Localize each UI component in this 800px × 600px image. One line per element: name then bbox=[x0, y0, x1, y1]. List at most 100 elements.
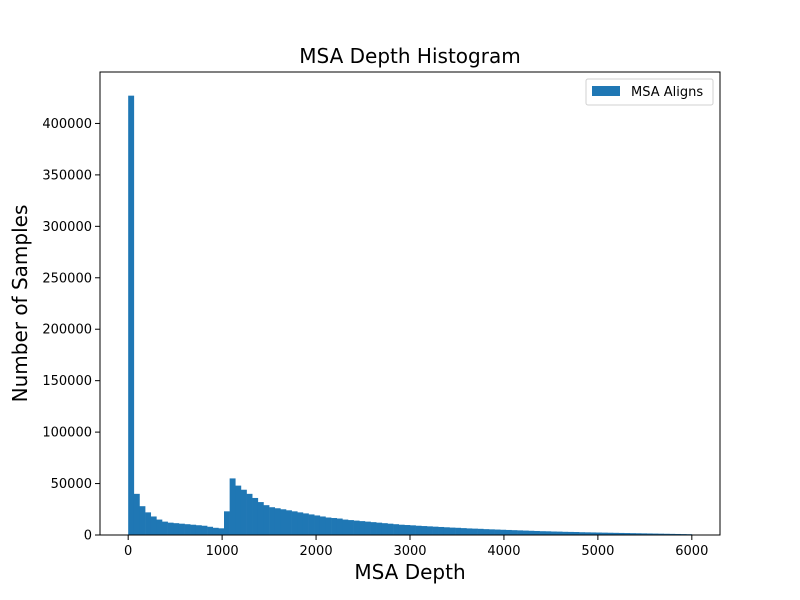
histogram-bar bbox=[263, 505, 270, 535]
y-tick-label: 350000 bbox=[42, 168, 92, 183]
histogram-bar bbox=[331, 518, 338, 535]
y-tick-label: 0 bbox=[84, 529, 92, 544]
x-tick-label: 0 bbox=[124, 544, 132, 559]
histogram-bar bbox=[415, 525, 422, 535]
plot-frame bbox=[99, 71, 721, 536]
histogram-bar bbox=[325, 517, 332, 535]
histogram-bar bbox=[635, 533, 642, 535]
histogram-bar bbox=[562, 531, 569, 535]
histogram-bar bbox=[257, 502, 264, 535]
histogram-bar bbox=[178, 523, 185, 535]
histogram-bar bbox=[336, 518, 343, 535]
histogram-bar bbox=[173, 523, 180, 535]
histogram-bar bbox=[539, 531, 546, 535]
histogram-bar bbox=[364, 521, 371, 535]
chart-title: MSA Depth Histogram bbox=[299, 44, 520, 68]
histogram-bar bbox=[359, 521, 366, 535]
histogram-bar bbox=[494, 529, 501, 535]
y-tick-label: 400000 bbox=[42, 117, 92, 132]
histogram-bar bbox=[528, 530, 535, 535]
histogram-bar bbox=[612, 532, 619, 535]
y-tick-label: 250000 bbox=[42, 271, 92, 286]
histogram-bar bbox=[596, 532, 602, 535]
x-tick-label: 3000 bbox=[393, 544, 426, 559]
histogram-bar bbox=[584, 532, 591, 535]
y-tick-label: 150000 bbox=[42, 374, 92, 389]
histogram-bar bbox=[201, 525, 208, 535]
histogram-bar bbox=[472, 528, 478, 535]
histogram-bars bbox=[128, 95, 693, 536]
x-tick-label: 1000 bbox=[206, 544, 239, 559]
histogram-bar bbox=[432, 526, 439, 535]
histogram-bar bbox=[376, 522, 383, 535]
histogram-bar bbox=[579, 532, 586, 535]
histogram-bar bbox=[381, 523, 388, 535]
histogram-bar bbox=[590, 532, 597, 535]
histogram-bar bbox=[224, 511, 230, 535]
histogram-bar bbox=[567, 531, 574, 535]
legend-label: MSA Aligns bbox=[631, 85, 703, 100]
histogram-bar bbox=[669, 533, 676, 535]
histogram-bar bbox=[426, 526, 433, 535]
histogram-bar bbox=[421, 526, 428, 535]
histogram-bar bbox=[314, 515, 321, 535]
y-axis-label: Number of Samples bbox=[8, 205, 32, 403]
y-tick-label: 300000 bbox=[42, 220, 92, 235]
histogram-bar bbox=[319, 516, 326, 535]
histogram-bar bbox=[240, 489, 247, 535]
histogram-bar bbox=[167, 522, 174, 535]
histogram-bar bbox=[534, 530, 540, 535]
histogram-bar bbox=[466, 528, 473, 535]
histogram-bar bbox=[410, 525, 416, 535]
histogram-bar bbox=[246, 493, 253, 535]
histogram-bar bbox=[545, 531, 552, 535]
histogram-bar bbox=[218, 528, 225, 535]
histogram-bar bbox=[460, 528, 467, 535]
histogram-bar bbox=[308, 514, 315, 535]
histogram-bar bbox=[646, 533, 653, 535]
histogram-bar bbox=[393, 524, 400, 535]
histogram-bar bbox=[207, 526, 214, 535]
histogram-bar bbox=[274, 508, 281, 535]
histogram-bar bbox=[229, 478, 236, 535]
histogram-bar bbox=[286, 510, 292, 535]
histogram-bar bbox=[443, 527, 450, 535]
histogram-bar bbox=[139, 506, 146, 535]
x-axis-label: MSA Depth bbox=[354, 560, 465, 584]
y-tick-label: 200000 bbox=[42, 323, 92, 338]
histogram-bar bbox=[353, 520, 360, 535]
histogram-bar bbox=[500, 529, 507, 535]
histogram-bar bbox=[477, 528, 484, 535]
histogram-bar bbox=[674, 533, 681, 535]
histogram-bar bbox=[641, 533, 648, 535]
histogram-bar bbox=[133, 493, 140, 535]
legend-box bbox=[585, 78, 714, 106]
histogram-bar bbox=[156, 519, 163, 535]
y-axis: 0 50000 100000 150000 200000 250000 300000 3500… bbox=[42, 117, 100, 544]
histogram-bar bbox=[404, 525, 411, 535]
legend-swatch bbox=[592, 86, 620, 96]
y-tick-label: 50000 bbox=[51, 477, 92, 492]
histogram-bar bbox=[438, 526, 445, 535]
histogram-bar bbox=[212, 527, 219, 535]
histogram-bar bbox=[398, 524, 405, 535]
histogram-bar bbox=[280, 509, 287, 535]
x-tick-label: 4000 bbox=[487, 544, 520, 559]
histogram-bar bbox=[652, 533, 659, 535]
x-axis: 0 1000 2000 3000 4000 5000 6000 bbox=[124, 535, 708, 559]
histogram-bar bbox=[342, 519, 349, 535]
histogram-bar bbox=[184, 524, 191, 535]
legend: MSA Aligns bbox=[585, 78, 714, 106]
histogram-bar bbox=[387, 523, 394, 535]
histogram-bar bbox=[488, 529, 495, 535]
histogram-bar bbox=[449, 527, 456, 535]
histogram-bar bbox=[348, 520, 354, 535]
histogram-bar bbox=[150, 516, 157, 535]
histogram-bar bbox=[601, 532, 608, 535]
histogram-bar bbox=[618, 532, 625, 535]
histogram-bar bbox=[235, 485, 242, 535]
histogram-bar bbox=[302, 513, 309, 535]
histogram-bar bbox=[522, 530, 529, 535]
histogram-bar bbox=[483, 529, 490, 535]
histogram-bar bbox=[190, 524, 197, 535]
